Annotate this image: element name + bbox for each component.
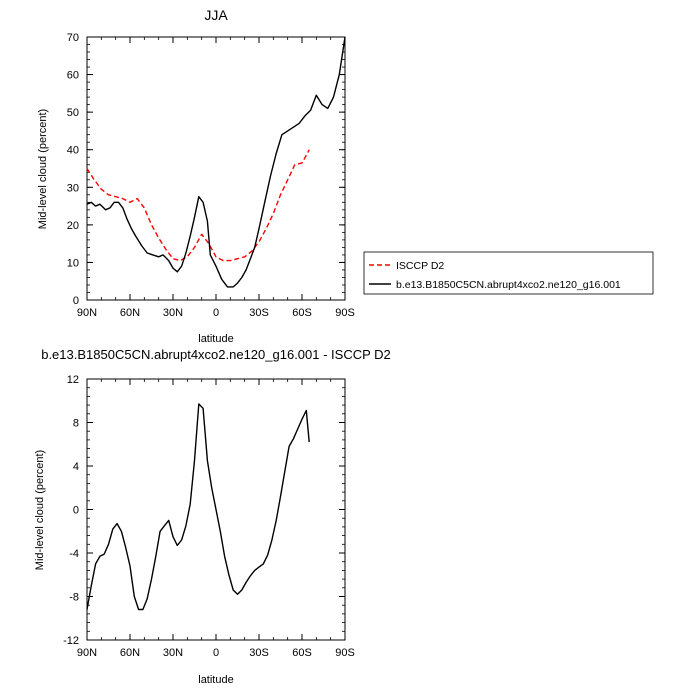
chart-1-xtick-label: 60N xyxy=(120,307,140,319)
chart-2-xtick-label: 90S xyxy=(335,647,355,659)
chart-1-legend: ISCCP D2 b.e13.B1850C5CN.abrupt4xco2.ne1… xyxy=(363,251,654,295)
chart-2-ytick-label: -12 xyxy=(63,635,79,647)
chart-1-ytick-label: 70 xyxy=(67,32,79,44)
chart-2-title: b.e13.B1850C5CN.abrupt4xco2.ne120_g16.00… xyxy=(41,347,391,362)
legend-box xyxy=(363,251,654,295)
chart-1-ytick-label: 50 xyxy=(67,107,79,119)
chart-2-ytick-label: 4 xyxy=(73,461,79,473)
chart-1-ytick-label: 30 xyxy=(67,182,79,194)
legend-label-model: b.e13.B1850C5CN.abrupt4xco2.ne120_g16.00… xyxy=(396,279,621,291)
chart-2-ytick-label: 12 xyxy=(67,374,79,386)
chart-2-ylabel: Mid-level cloud (percent) xyxy=(34,450,46,570)
chart-1-ytick-label: 10 xyxy=(67,257,79,269)
chart-1-title: JJA xyxy=(204,7,228,23)
chart-1-xtick-label: 90S xyxy=(335,307,355,319)
chart-2-xtick-label: 90N xyxy=(77,647,97,659)
chart-1-xtick-label: 60S xyxy=(292,307,312,319)
chart-1-ylabel: Mid-level cloud (percent) xyxy=(37,109,49,229)
chart-1-ytick-label: 20 xyxy=(67,220,79,232)
chart-2-xlabel: latitude xyxy=(198,674,233,686)
chart-2-ytick-label: -4 xyxy=(69,548,79,560)
chart-1-xtick-label: 90N xyxy=(77,307,97,319)
chart-2-ytick-label: -8 xyxy=(69,592,79,604)
chart-1-xtick-label: 0 xyxy=(213,307,219,319)
chart-2-xtick-label: 0 xyxy=(213,647,219,659)
chart-2-ytick-label: 8 xyxy=(73,418,79,430)
chart-2-xtick-label: 30N xyxy=(163,647,183,659)
chart-2-ytick-label: 0 xyxy=(73,505,79,517)
chart-1-ytick-label: 40 xyxy=(67,145,79,157)
chart-2-series-line-0 xyxy=(86,403,310,611)
chart-2-xtick-label: 60S xyxy=(292,647,312,659)
chart-1-ytick-label: 60 xyxy=(67,70,79,82)
chart-1-ytick-label: 0 xyxy=(73,295,79,307)
chart-2-xtick-label: 30S xyxy=(249,647,269,659)
chart-1-xtick-label: 30N xyxy=(163,307,183,319)
chart-2-xtick-label: 60N xyxy=(120,647,140,659)
chart-1-series-line-0 xyxy=(86,149,310,262)
chart-1-plot-frame xyxy=(86,36,346,301)
chart-1-xlabel: latitude xyxy=(198,333,233,345)
chart-1-series-line-1 xyxy=(86,36,346,288)
legend-label-isccp: ISCCP D2 xyxy=(396,260,444,272)
chart-1-xtick-label: 30S xyxy=(249,307,269,319)
